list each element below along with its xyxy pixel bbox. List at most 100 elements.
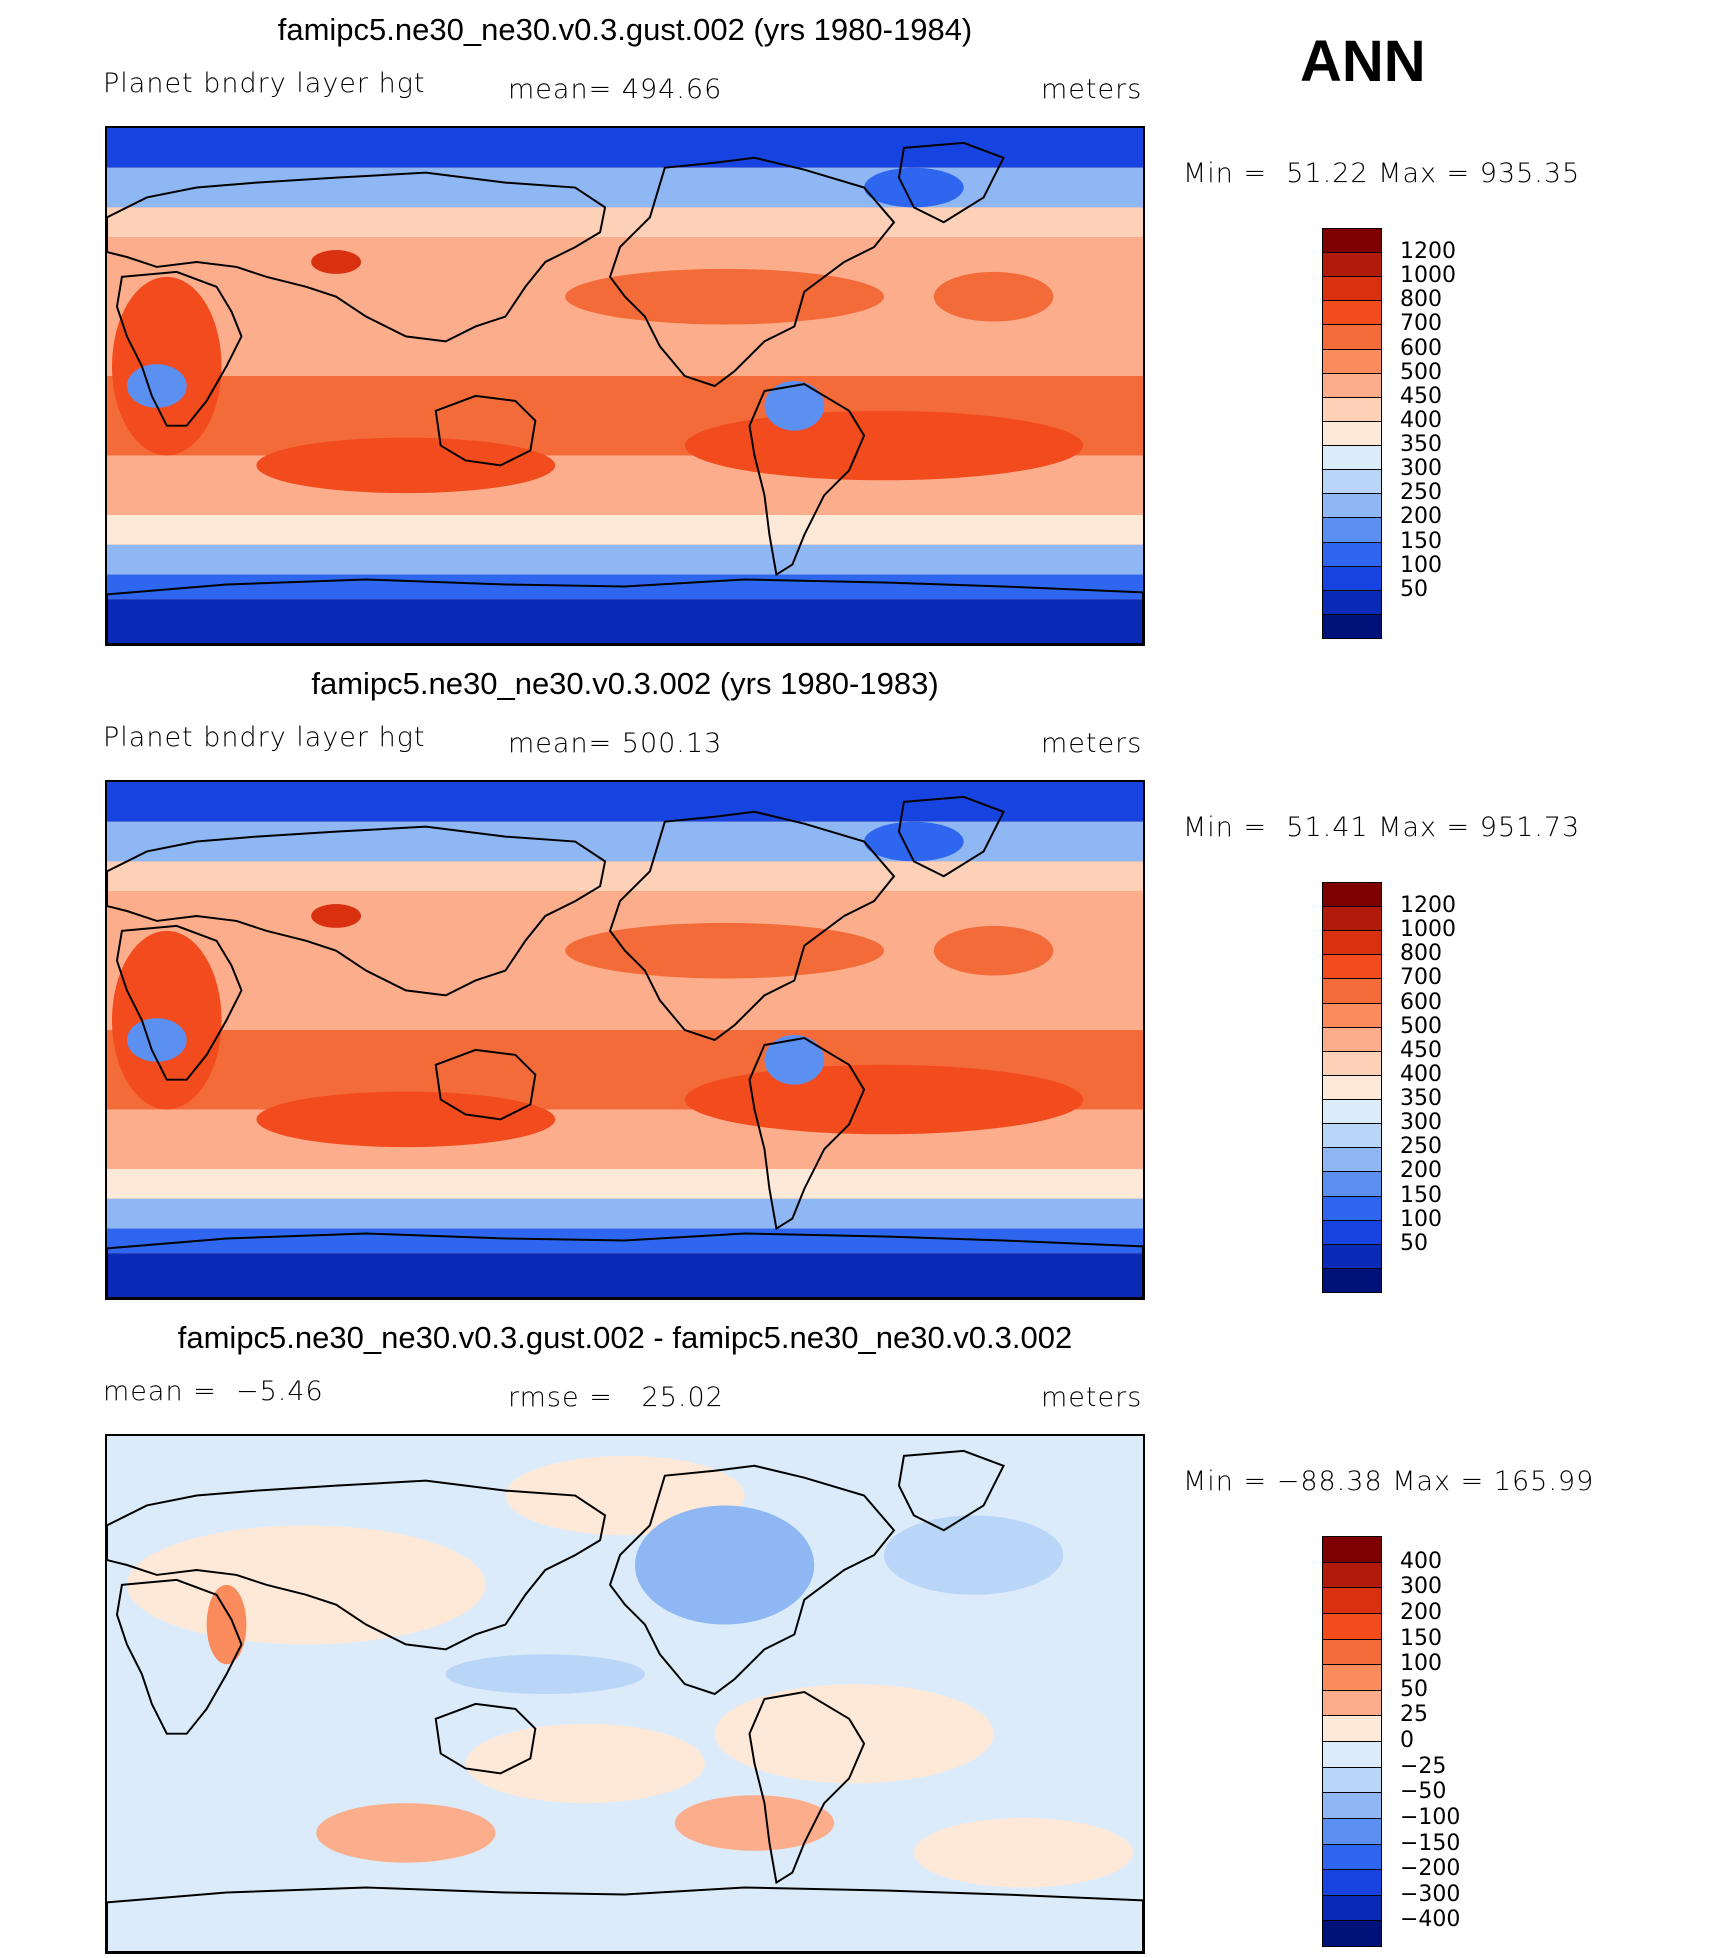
colorbar-swatch [1322, 1536, 1382, 1563]
panel-min-max: Min = 51.41 Max = 951.73 [1183, 812, 1581, 843]
colorbar-swatch [1322, 420, 1382, 447]
colorbar-tick-label: 100 [1400, 552, 1442, 578]
colorbar-swatch [1322, 1587, 1382, 1614]
colorbar-tick-label: 350 [1400, 432, 1442, 458]
colorbar-swatch [1322, 906, 1382, 932]
colorbar-tick-label: 600 [1400, 335, 1442, 361]
colorbar-swatch [1322, 1147, 1382, 1173]
panel-left-label: Planet bndry layer hgt [103, 722, 426, 753]
colorbar-swatch [1322, 1219, 1382, 1245]
panel-left-label: Planet bndry layer hgt [103, 68, 426, 99]
colorbar-swatch [1322, 1612, 1382, 1640]
panel-center-label: mean= 494.66 [508, 74, 723, 105]
colorbar-swatch [1322, 1664, 1382, 1691]
colorbar-tick-label: 25 [1400, 1702, 1428, 1728]
colorbar-swatch [1322, 1561, 1382, 1589]
colorbar-swatch [1322, 882, 1382, 908]
colorbar-swatch [1322, 1638, 1382, 1666]
season-label: ANN [1300, 29, 1426, 94]
panel-center-label: mean= 500.13 [508, 728, 723, 759]
colorbar-tick-label: 150 [1400, 528, 1442, 554]
colorbar-tick-label: 1000 [1400, 263, 1456, 289]
colorbar-swatch [1322, 613, 1382, 639]
colorbar-swatch [1322, 396, 1382, 422]
colorbar-tick-label: 400 [1400, 1061, 1442, 1087]
colorbar-tick-label: −150 [1400, 1830, 1461, 1856]
colorbar-swatch [1322, 1099, 1382, 1125]
colorbar-tick-label: 250 [1400, 1134, 1442, 1160]
colorbar-swatch [1322, 348, 1382, 374]
colorbar-swatch [1322, 954, 1382, 980]
colorbar-tick-label: 500 [1400, 359, 1442, 385]
colorbar-swatch [1322, 1050, 1382, 1076]
colorbar [1322, 882, 1382, 1293]
colorbar-swatch [1322, 252, 1382, 278]
colorbar-tick-label: 100 [1400, 1206, 1442, 1232]
panel-units-label: meters [1041, 74, 1143, 105]
colorbar-tick-label: 200 [1400, 1599, 1442, 1625]
map-field [107, 128, 1143, 644]
panel-title: famipc5.ne30_ne30.v0.3.002 (yrs 1980-198… [311, 666, 939, 701]
colorbar [1322, 1536, 1382, 1947]
colorbar-swatch [1322, 1766, 1382, 1794]
colorbar-swatch [1322, 1843, 1382, 1871]
colorbar-tick-label: 700 [1400, 311, 1442, 337]
colorbar-swatch [1322, 1243, 1382, 1269]
colorbar-tick-label: 400 [1400, 1548, 1442, 1574]
colorbar-tick-label: 300 [1400, 1574, 1442, 1600]
colorbar-tick-label: 350 [1400, 1086, 1442, 1112]
colorbar-tick-label: 100 [1400, 1651, 1442, 1677]
colorbar-swatch [1322, 1689, 1382, 1717]
colorbar-tick-label: 400 [1400, 407, 1442, 433]
colorbar-tick-label: 500 [1400, 1013, 1442, 1039]
colorbar-swatch [1322, 445, 1382, 471]
colorbar-swatch [1322, 1869, 1382, 1896]
colorbar-tick-label: 0 [1400, 1728, 1414, 1753]
colorbar-swatch [1322, 1195, 1382, 1221]
colorbar-tick-label: 300 [1400, 1110, 1442, 1136]
colorbar-swatch [1322, 1817, 1382, 1845]
colorbar-tick-label: −200 [1400, 1856, 1461, 1882]
colorbar-swatch [1322, 1074, 1382, 1101]
colorbar-tick-label: −400 [1400, 1907, 1461, 1933]
colorbar-tick-label: 700 [1400, 965, 1442, 991]
panel-center-label: rmse = 25.02 [508, 1382, 724, 1413]
map-plot [105, 126, 1145, 646]
colorbar-tick-label: 200 [1400, 1158, 1442, 1184]
colorbar-tick-label: −25 [1400, 1753, 1447, 1779]
colorbar-swatch [1322, 517, 1382, 543]
colorbar-tick-label: 600 [1400, 989, 1442, 1015]
colorbar-tick-label: 1200 [1400, 893, 1456, 919]
colorbar-tick-label: 450 [1400, 1037, 1442, 1063]
panel-min-max: Min = 51.22 Max = 935.35 [1183, 158, 1581, 189]
colorbar-swatch [1322, 276, 1382, 302]
colorbar-swatch [1322, 1715, 1382, 1742]
colorbar-swatch [1322, 1741, 1382, 1768]
panel-units-label: meters [1041, 1382, 1143, 1413]
colorbar-swatch [1322, 589, 1382, 615]
colorbar-tick-label: −100 [1400, 1804, 1461, 1830]
panel-min-max: Min = −88.38 Max = 165.99 [1183, 1466, 1595, 1497]
colorbar-swatch [1322, 1002, 1382, 1028]
colorbar-tick-label: 50 [1400, 1230, 1428, 1256]
panel-left-label: mean = −5.46 [103, 1376, 324, 1407]
colorbar-swatch [1322, 1920, 1382, 1947]
colorbar-swatch [1322, 565, 1382, 591]
colorbar-tick-label: 150 [1400, 1625, 1442, 1651]
map-field [107, 1436, 1143, 1952]
colorbar-tick-label: −300 [1400, 1881, 1461, 1907]
colorbar-tick-label: 1000 [1400, 917, 1456, 943]
colorbar-tick-label: −50 [1400, 1779, 1447, 1805]
colorbar-tick-label: 800 [1400, 287, 1442, 313]
colorbar-tick-label: 50 [1400, 1676, 1428, 1702]
colorbar-swatch [1322, 372, 1382, 398]
colorbar-tick-label: 50 [1400, 576, 1428, 602]
colorbar-swatch [1322, 1894, 1382, 1922]
colorbar-tick-label: 250 [1400, 480, 1442, 506]
colorbar-swatch [1322, 1792, 1382, 1819]
colorbar-tick-label: 450 [1400, 383, 1442, 409]
colorbar-swatch [1322, 493, 1382, 519]
map-plot [105, 1434, 1145, 1954]
map-field [107, 782, 1143, 1298]
colorbar [1322, 228, 1382, 639]
